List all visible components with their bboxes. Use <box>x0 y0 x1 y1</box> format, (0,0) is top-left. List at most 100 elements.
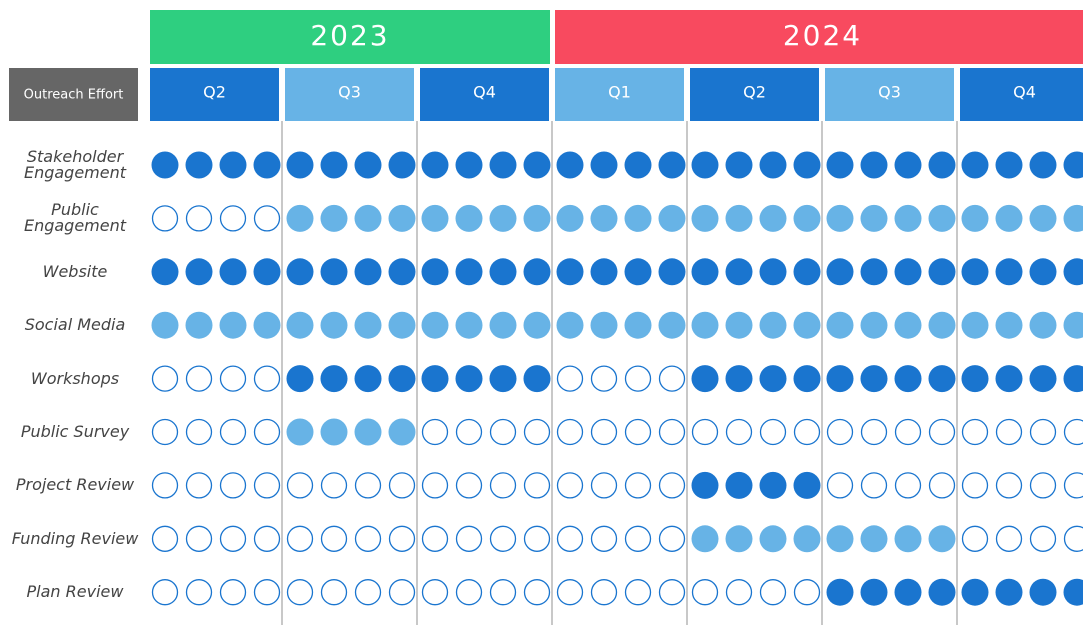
dot <box>388 311 416 339</box>
dot <box>421 204 449 232</box>
dot <box>995 578 1023 606</box>
dot <box>185 258 213 286</box>
dot <box>489 311 517 339</box>
dot <box>691 258 719 286</box>
dot <box>523 418 551 446</box>
dot <box>995 204 1023 232</box>
dot <box>624 472 652 499</box>
dot <box>1029 204 1057 232</box>
dot <box>826 151 854 179</box>
dot <box>388 258 416 286</box>
dot <box>320 418 348 446</box>
dot <box>793 151 821 179</box>
dot <box>455 525 483 552</box>
dot <box>219 365 247 392</box>
dot <box>354 311 382 339</box>
year-label: 2023 <box>310 19 389 52</box>
dot <box>995 365 1023 393</box>
dot <box>151 311 179 339</box>
dot <box>219 525 247 552</box>
dot <box>523 311 551 339</box>
dot <box>320 365 348 393</box>
dot <box>961 151 989 179</box>
dot <box>151 418 179 446</box>
dot <box>590 418 618 446</box>
dot <box>793 418 821 446</box>
dot <box>793 258 821 286</box>
quarter-label: Q3 <box>878 83 901 102</box>
year-label: 2024 <box>783 19 862 52</box>
dot <box>489 151 517 179</box>
dot <box>253 311 281 339</box>
dot <box>961 311 989 339</box>
dot <box>421 525 449 552</box>
dot <box>793 579 821 606</box>
dot <box>658 579 686 606</box>
dot <box>286 472 314 499</box>
dot <box>624 579 652 606</box>
dot <box>995 311 1023 339</box>
dot <box>826 311 854 339</box>
dot <box>759 418 787 446</box>
dot <box>860 365 888 393</box>
dot <box>185 205 213 232</box>
year-header <box>150 10 550 64</box>
dot <box>320 311 348 339</box>
dot <box>860 472 888 499</box>
dot <box>185 472 213 499</box>
dot <box>253 525 281 552</box>
dot <box>995 258 1023 286</box>
dot <box>691 151 719 179</box>
dot <box>556 311 584 339</box>
dot <box>793 365 821 393</box>
dot <box>320 204 348 232</box>
dot <box>151 205 179 232</box>
dot <box>1029 525 1057 552</box>
dot <box>286 365 314 393</box>
dot <box>219 579 247 606</box>
dot <box>219 151 247 179</box>
dot <box>455 204 483 232</box>
dot <box>421 579 449 606</box>
dot <box>725 204 753 232</box>
row-header: Outreach Effort <box>24 88 124 103</box>
dot <box>894 418 922 446</box>
dot <box>759 525 787 553</box>
dot <box>624 258 652 286</box>
dot <box>388 525 416 552</box>
dot <box>185 151 213 179</box>
dot <box>928 258 956 286</box>
dot <box>185 579 213 606</box>
dot <box>286 579 314 606</box>
dot <box>556 258 584 286</box>
dot <box>894 578 922 606</box>
dot <box>151 258 179 286</box>
dot <box>286 258 314 286</box>
dot <box>455 311 483 339</box>
dot <box>253 472 281 499</box>
dot <box>860 311 888 339</box>
dot <box>1029 151 1057 179</box>
dot <box>995 418 1023 446</box>
dot <box>421 311 449 339</box>
dot <box>523 525 551 552</box>
dot <box>421 365 449 393</box>
dot <box>523 151 551 179</box>
quarter-label: Q1 <box>608 83 631 102</box>
dot <box>860 578 888 606</box>
dot <box>759 311 787 339</box>
dot <box>961 365 989 393</box>
dot <box>1029 365 1057 393</box>
row-label: Stakeholder Engagement <box>23 147 127 182</box>
dot <box>658 204 686 232</box>
dot <box>388 151 416 179</box>
row-label: Social Media <box>24 315 126 335</box>
dot <box>658 472 686 499</box>
dot <box>354 579 382 606</box>
dot <box>320 258 348 286</box>
dot <box>691 471 719 499</box>
dot <box>219 311 247 339</box>
dot <box>725 151 753 179</box>
quarter-header <box>150 68 279 121</box>
dot <box>320 472 348 499</box>
